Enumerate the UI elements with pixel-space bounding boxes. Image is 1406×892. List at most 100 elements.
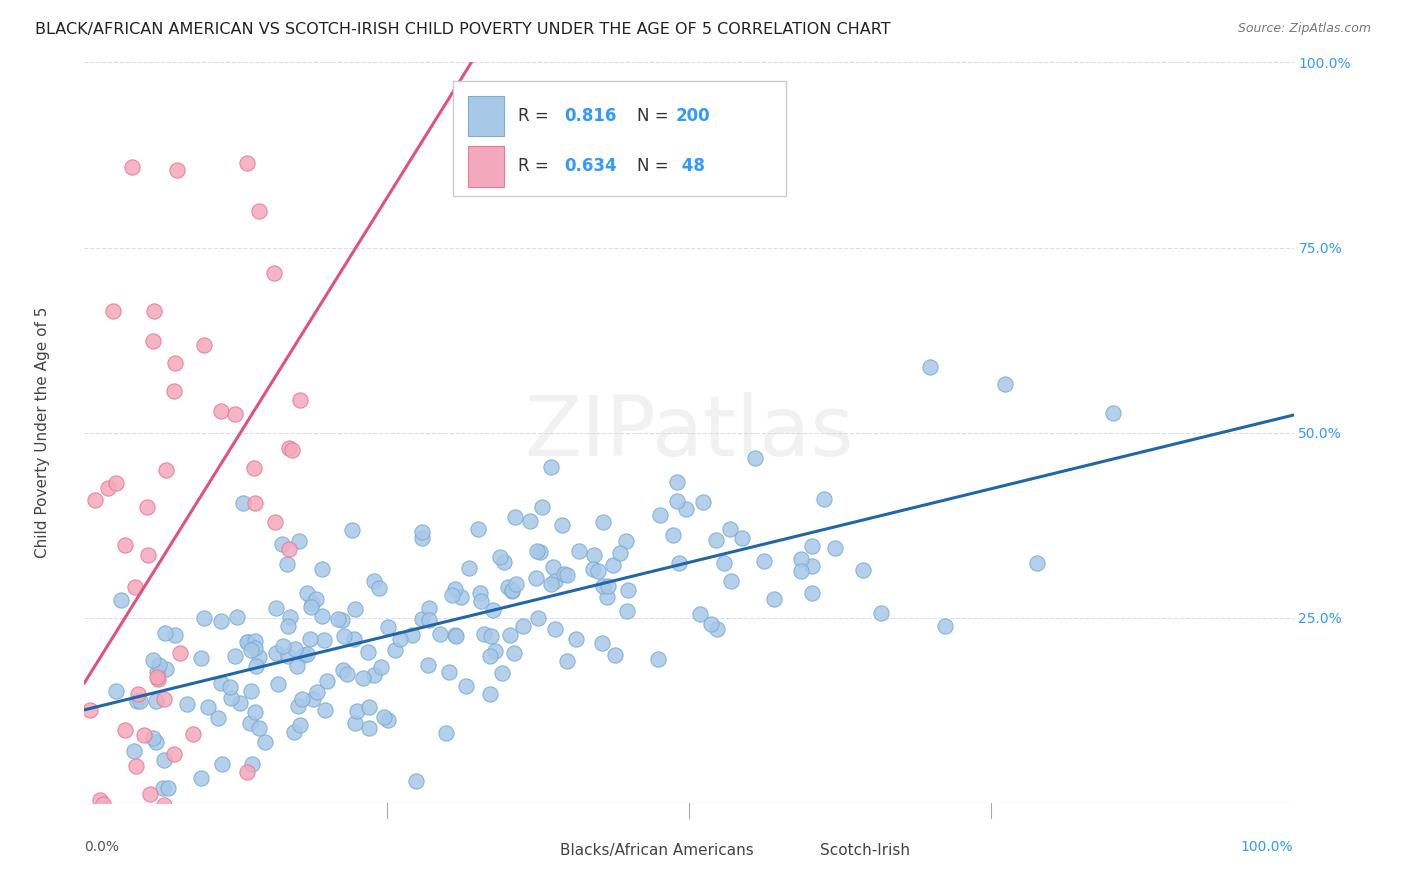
Point bbox=[240, 642, 263, 657]
Point bbox=[224, 648, 246, 663]
Point bbox=[209, 614, 232, 628]
Point bbox=[800, 559, 823, 574]
Point bbox=[152, 692, 174, 706]
Point bbox=[190, 651, 212, 665]
Point bbox=[363, 574, 385, 588]
Point bbox=[276, 558, 298, 572]
Point bbox=[305, 592, 328, 607]
Point bbox=[138, 548, 160, 562]
Point bbox=[503, 509, 526, 524]
Point bbox=[377, 619, 399, 633]
Point bbox=[704, 533, 727, 547]
Point bbox=[478, 649, 501, 664]
Point bbox=[411, 524, 433, 539]
Point bbox=[346, 704, 368, 718]
Point bbox=[744, 450, 766, 465]
Point bbox=[190, 771, 212, 785]
FancyBboxPatch shape bbox=[453, 81, 786, 195]
Point bbox=[101, 304, 124, 318]
Point bbox=[181, 727, 204, 741]
Point bbox=[121, 161, 143, 175]
Point bbox=[752, 554, 775, 568]
Point bbox=[264, 646, 287, 660]
Text: R =: R = bbox=[519, 107, 554, 125]
Point bbox=[499, 628, 522, 642]
Point bbox=[512, 619, 534, 633]
Point bbox=[692, 495, 714, 509]
Point bbox=[388, 632, 411, 647]
Point bbox=[357, 700, 380, 714]
Point bbox=[157, 780, 180, 795]
Point bbox=[284, 642, 307, 657]
Point bbox=[482, 603, 505, 617]
Point bbox=[598, 579, 620, 593]
Point bbox=[247, 204, 270, 219]
Point bbox=[155, 662, 177, 676]
Point bbox=[529, 545, 551, 559]
Point bbox=[236, 635, 259, 649]
Point bbox=[236, 634, 259, 648]
Point bbox=[209, 404, 232, 418]
Point bbox=[145, 735, 167, 749]
Point bbox=[592, 515, 614, 529]
Point bbox=[224, 408, 246, 422]
Point bbox=[501, 584, 523, 599]
Point bbox=[343, 632, 366, 647]
Point bbox=[648, 508, 671, 523]
Point bbox=[918, 359, 941, 374]
Point bbox=[440, 588, 463, 602]
Point bbox=[852, 563, 875, 577]
Point bbox=[247, 722, 270, 736]
Point bbox=[335, 666, 357, 681]
Point bbox=[236, 765, 259, 780]
Point bbox=[484, 644, 506, 658]
Point bbox=[616, 583, 638, 598]
Point bbox=[411, 612, 433, 626]
Point bbox=[470, 594, 492, 608]
Point bbox=[411, 531, 433, 545]
Point bbox=[236, 155, 259, 169]
Point bbox=[478, 687, 501, 701]
Point bbox=[405, 774, 427, 789]
Text: 0.0%: 0.0% bbox=[84, 840, 120, 854]
Point bbox=[870, 606, 893, 620]
Point bbox=[541, 559, 564, 574]
Point bbox=[153, 625, 176, 640]
FancyBboxPatch shape bbox=[526, 836, 553, 866]
Point bbox=[609, 546, 631, 560]
Point bbox=[505, 576, 527, 591]
Point bbox=[706, 622, 728, 636]
Point bbox=[491, 665, 513, 680]
Point bbox=[418, 613, 440, 627]
Point bbox=[129, 694, 152, 708]
Point bbox=[239, 715, 262, 730]
Text: 0.634: 0.634 bbox=[564, 158, 617, 176]
Point bbox=[277, 649, 299, 664]
Point bbox=[713, 556, 735, 570]
Text: N =: N = bbox=[637, 107, 669, 125]
Point bbox=[290, 718, 312, 732]
Point bbox=[416, 658, 439, 673]
Point bbox=[373, 710, 395, 724]
Point bbox=[263, 266, 285, 280]
Point bbox=[193, 338, 215, 352]
Point bbox=[540, 577, 562, 591]
Point bbox=[83, 493, 105, 508]
Point bbox=[332, 663, 354, 677]
Point bbox=[146, 665, 169, 680]
Point bbox=[124, 580, 146, 594]
Point bbox=[540, 459, 562, 474]
Point bbox=[614, 534, 637, 549]
Point bbox=[219, 690, 242, 705]
Point bbox=[813, 492, 835, 507]
Point bbox=[229, 696, 252, 710]
Point bbox=[395, 18, 418, 32]
Point bbox=[114, 723, 136, 737]
Point bbox=[502, 646, 524, 660]
Point bbox=[450, 590, 472, 604]
Point bbox=[193, 610, 215, 624]
Point bbox=[197, 700, 219, 714]
Point bbox=[211, 756, 233, 771]
Text: ZIPatlas: ZIPatlas bbox=[524, 392, 853, 473]
Point bbox=[135, 500, 157, 515]
